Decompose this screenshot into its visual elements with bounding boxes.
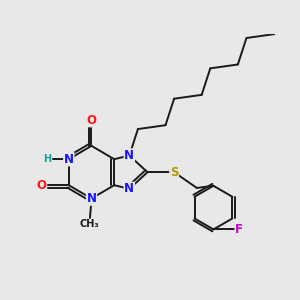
Text: O: O: [37, 179, 46, 192]
Text: CH₃: CH₃: [80, 219, 99, 229]
Text: O: O: [86, 114, 97, 127]
Text: N: N: [86, 192, 97, 205]
Text: N: N: [124, 149, 134, 162]
Text: N: N: [124, 182, 134, 195]
Text: N: N: [64, 153, 74, 166]
Text: F: F: [235, 223, 243, 236]
Text: S: S: [170, 166, 178, 179]
Text: H: H: [44, 154, 52, 164]
